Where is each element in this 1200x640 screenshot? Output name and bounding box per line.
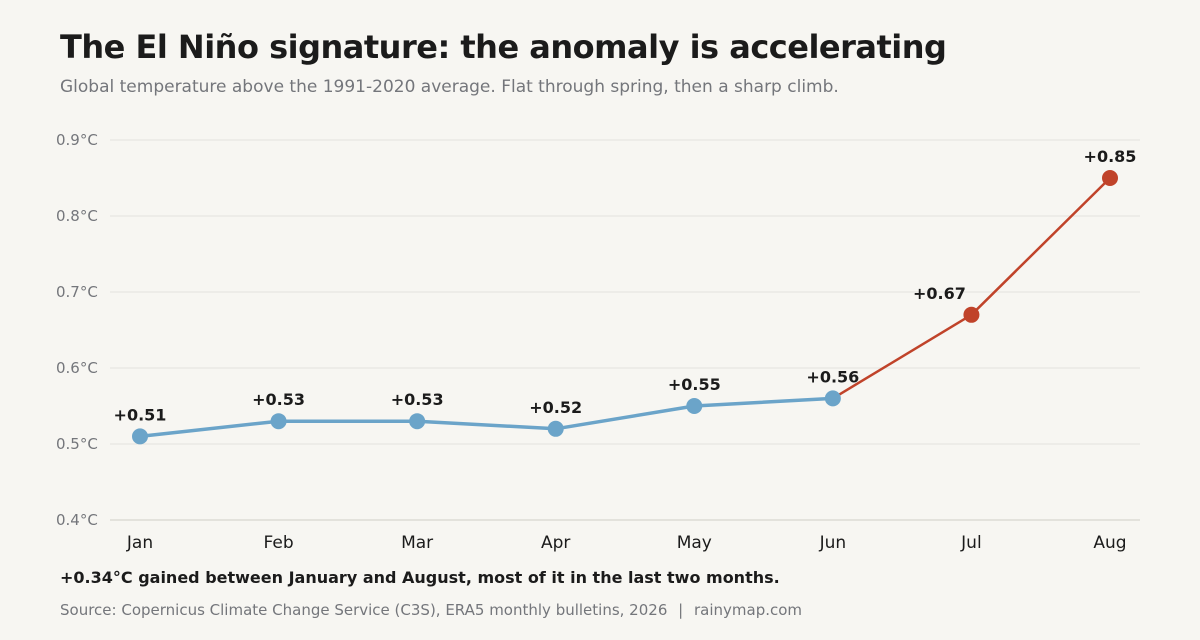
y-tick-label: 0.9°C bbox=[56, 131, 98, 149]
data-point-aug bbox=[1102, 170, 1118, 186]
grid-lines bbox=[110, 139, 1140, 521]
site-link[interactable]: rainymap.com bbox=[694, 601, 803, 619]
y-tick-label: 0.6°C bbox=[56, 359, 98, 377]
data-label-feb: +0.53 bbox=[252, 390, 305, 409]
data-point-jan bbox=[132, 428, 148, 445]
source-text: Source: Copernicus Climate Change Servic… bbox=[60, 601, 668, 619]
y-axis-ticks: 0.4°C 0.5°C 0.6°C 0.7°C 0.8°C 0.9°C bbox=[56, 131, 98, 529]
data-points bbox=[132, 170, 1118, 445]
x-tick-label: May bbox=[677, 533, 712, 553]
y-tick-label: 0.8°C bbox=[56, 207, 98, 225]
x-tick-label: Feb bbox=[264, 533, 294, 553]
series-line-acceleration bbox=[831, 176, 1112, 400]
footer-separator: | bbox=[678, 601, 684, 619]
data-label-jun: +0.56 bbox=[806, 367, 859, 386]
data-point-may bbox=[686, 398, 703, 414]
chart-annotation: +0.34°C gained between January and Augus… bbox=[60, 568, 780, 587]
data-label-may: +0.55 bbox=[668, 375, 721, 394]
data-label-jan: +0.51 bbox=[114, 405, 167, 424]
footer: Source: Copernicus Climate Change Servic… bbox=[60, 601, 802, 619]
data-point-mar bbox=[409, 413, 426, 430]
data-label-apr: +0.52 bbox=[529, 398, 582, 417]
data-point-feb bbox=[270, 413, 287, 430]
chart-subtitle: Global temperature above the 1991-2020 a… bbox=[60, 77, 839, 97]
x-axis-ticks: Jan Feb Mar Apr May Jun Jul Aug bbox=[126, 533, 1127, 553]
y-tick-label: 0.4°C bbox=[56, 511, 98, 529]
y-tick-label: 0.7°C bbox=[56, 283, 98, 301]
data-label-mar: +0.53 bbox=[391, 390, 444, 409]
x-tick-label: Apr bbox=[541, 533, 570, 553]
data-point-jul bbox=[963, 306, 980, 323]
chart-title: The El Niño signature: the anomaly is ac… bbox=[60, 28, 947, 66]
y-tick-label: 0.5°C bbox=[56, 435, 98, 453]
x-tick-label: Jun bbox=[819, 533, 847, 553]
data-point-apr bbox=[547, 420, 564, 437]
data-label-aug: +0.85 bbox=[1084, 147, 1137, 166]
series-line-baseline bbox=[138, 396, 835, 439]
x-tick-label: Aug bbox=[1093, 533, 1126, 553]
data-labels: +0.51 +0.53 +0.53 +0.52 +0.55 +0.56 +0.67 +0.85 bbox=[114, 147, 1137, 424]
data-point-jun bbox=[824, 390, 841, 407]
data-label-jul: +0.67 bbox=[913, 284, 966, 303]
x-tick-label: Jul bbox=[960, 533, 982, 553]
x-tick-label: Jan bbox=[126, 533, 153, 553]
x-tick-label: Mar bbox=[401, 533, 433, 553]
